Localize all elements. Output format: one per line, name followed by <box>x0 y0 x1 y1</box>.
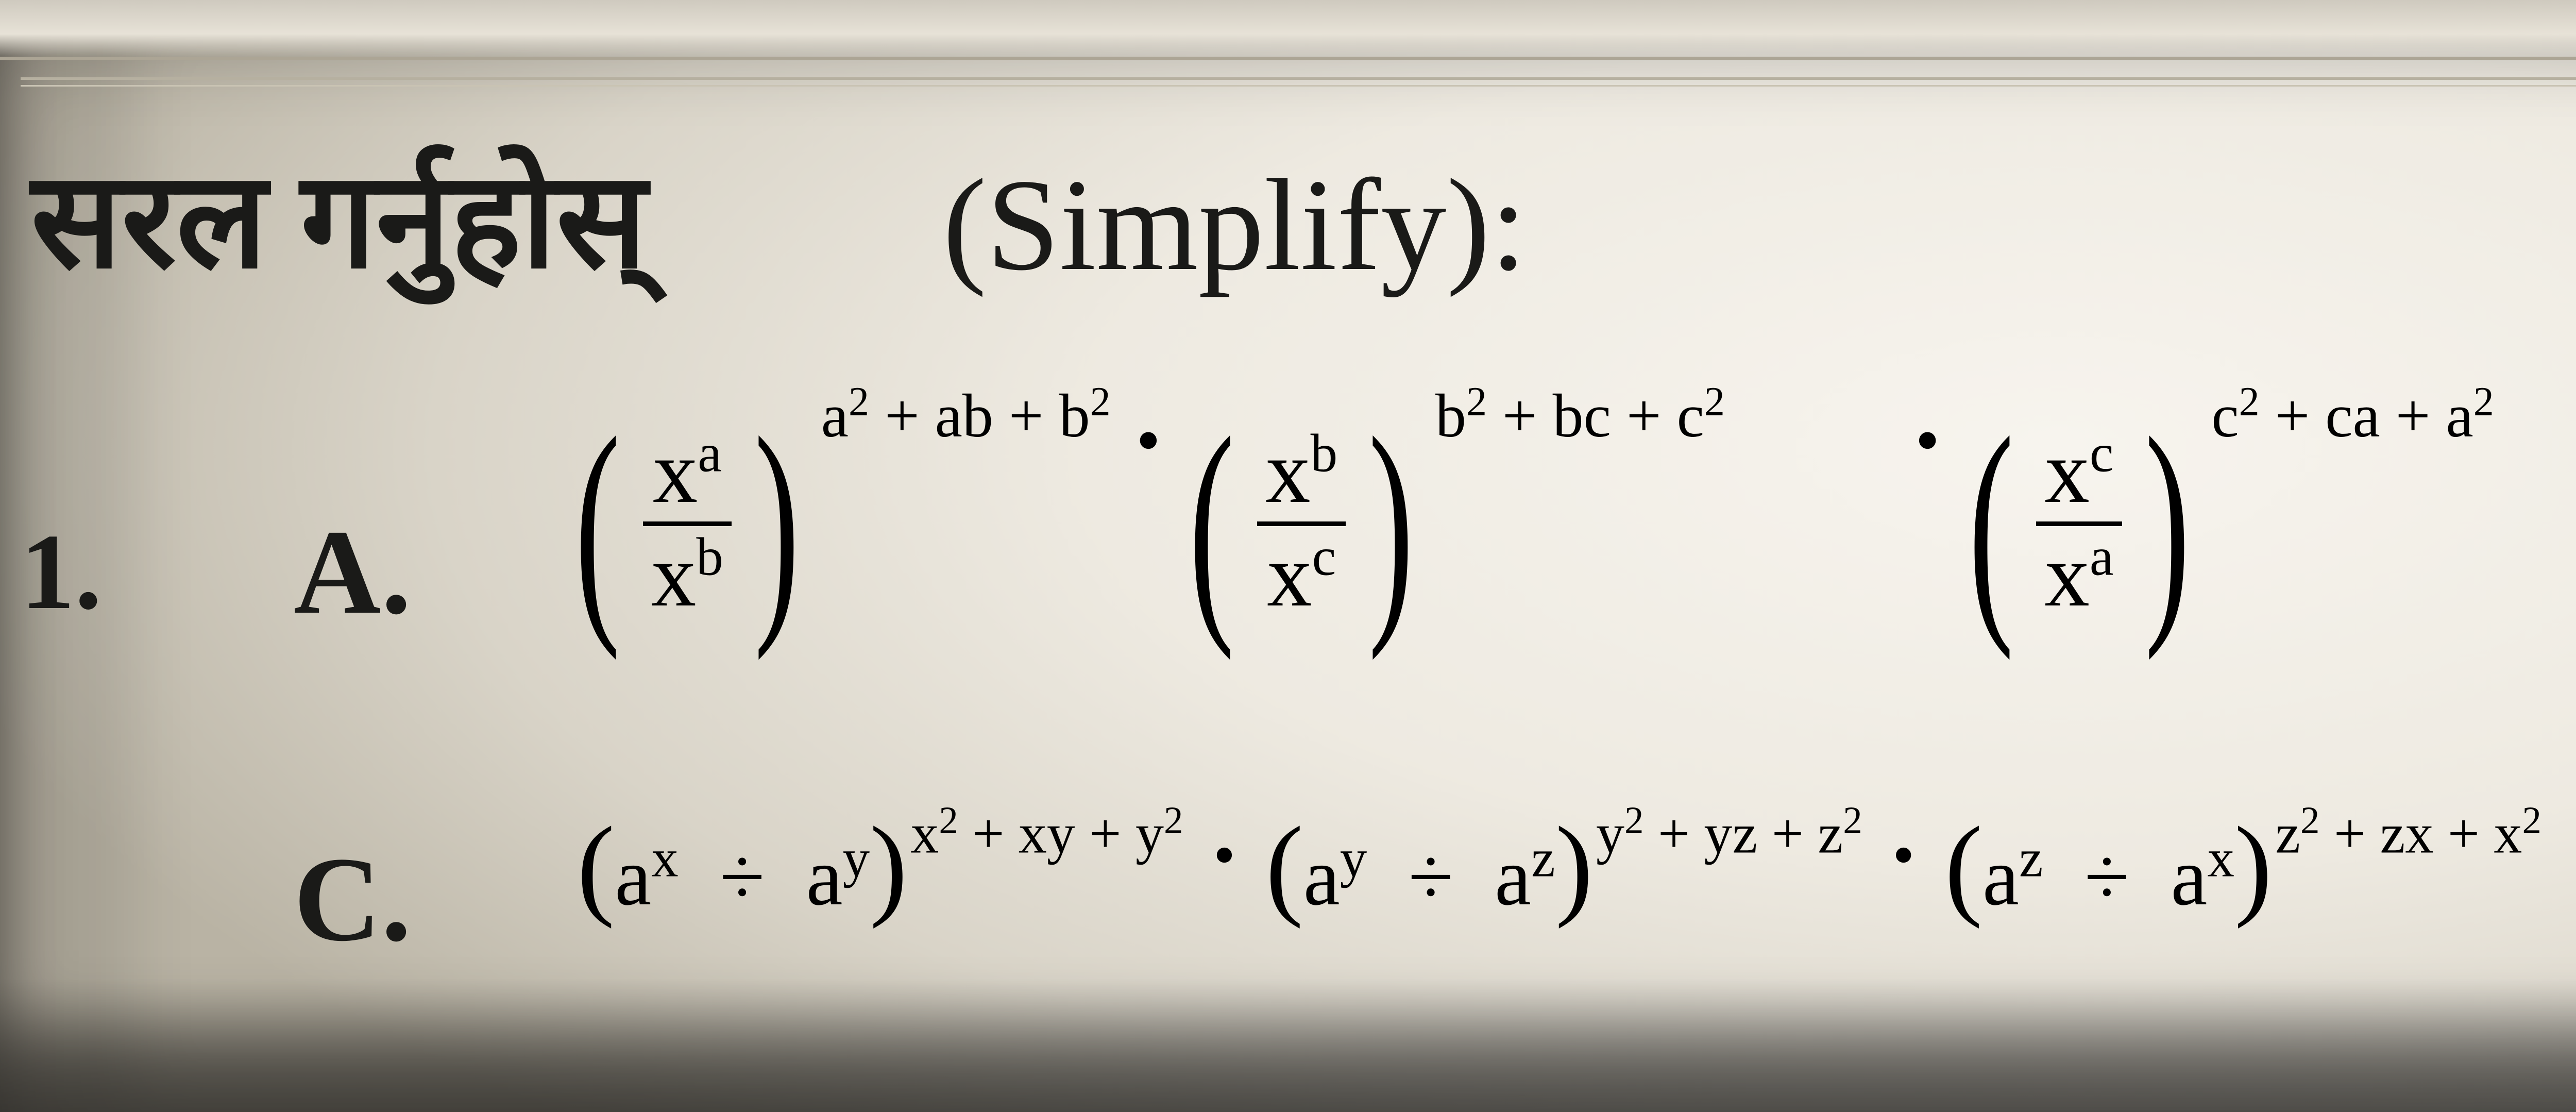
option-c-label: C. <box>294 830 411 969</box>
heading-english: (Simplify): <box>943 160 1527 291</box>
option-c-term-2: (ay ÷ az) y2 + yz + z2 <box>1265 801 1862 932</box>
top-rule-line <box>21 77 2576 87</box>
option-a-term-1-exp: a2 + ab + b2 <box>821 381 1111 447</box>
heading-devanagari: सरल गर्नुहोस् <box>31 155 647 289</box>
dot-operator: · <box>1111 381 1171 499</box>
option-a-term-3-exp: c2 + ca + a2 <box>2211 381 2494 447</box>
option-a-term-3: ( xc xa ) <box>1950 381 2209 666</box>
option-c-expression: (ax ÷ ay) x2 + xy + y2 · (ay ÷ az) y2 + … <box>577 801 2541 932</box>
dot-operator: · <box>1725 381 1950 499</box>
option-a-term-1: ( xa xb ) <box>556 381 818 666</box>
page-top-edge <box>0 0 2576 60</box>
option-c-term-3: (az ÷ ax) z2 + zx + x2 <box>1945 801 2541 932</box>
option-a-expression: ( xa xb ) a2 + ab + b2 · ( xb xc ) b2 + … <box>556 381 2494 666</box>
dot-operator: · <box>1862 801 1945 908</box>
option-c-term-1: (ax ÷ ay) x2 + xy + y2 <box>577 801 1183 932</box>
bottom-shadow <box>0 978 2576 1112</box>
dot-operator: · <box>1183 801 1265 908</box>
option-a-term-2-exp: b2 + bc + c2 <box>1435 381 1725 447</box>
question-number: 1. <box>21 510 102 634</box>
option-a-term-2: ( xb xc ) <box>1171 381 1432 666</box>
option-a-label: A. <box>294 502 411 642</box>
